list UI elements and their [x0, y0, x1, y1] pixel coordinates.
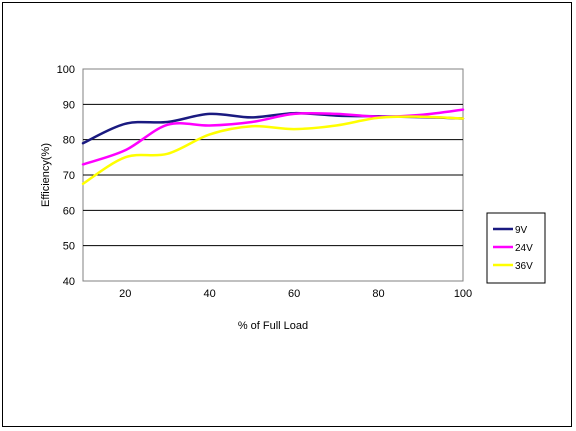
axis-ticks: 40 50 60 70 80 90 100 20 40 60 80 100: [57, 64, 473, 300]
series-line-36v: [81, 115, 465, 186]
x-tick-label: 60: [288, 288, 300, 300]
legend-label-9v: 9V: [515, 225, 528, 236]
gridlines: [83, 103, 463, 247]
x-tick-label: 40: [204, 288, 216, 300]
y-tick-label: 40: [63, 276, 75, 288]
y-tick-label: 90: [63, 99, 75, 111]
x-axis-label: % of Full Load: [238, 320, 308, 332]
efficiency-chart: 40 50 60 70 80 90 100 20 40 60 80 100 % of Full Loa…: [40, 64, 546, 332]
y-tick-label: 60: [63, 205, 75, 217]
x-tick-label: 80: [372, 288, 384, 300]
y-tick-label: 100: [57, 64, 75, 76]
legend: 9V 24V 36V: [486, 212, 546, 284]
series-lines: [81, 108, 465, 186]
x-tick-label: 100: [454, 288, 472, 300]
y-axis-label: Efficiency(%): [40, 143, 52, 207]
legend-label-36v: 36V: [515, 261, 533, 272]
y-tick-label: 70: [63, 170, 75, 182]
y-tick-label: 80: [63, 135, 75, 147]
chart-frame: 40 50 60 70 80 90 100 20 40 60 80 100 % of Full Loa…: [2, 2, 572, 427]
x-tick-label: 20: [119, 288, 131, 300]
legend-label-24v: 24V: [515, 243, 533, 254]
y-tick-label: 50: [63, 241, 75, 253]
